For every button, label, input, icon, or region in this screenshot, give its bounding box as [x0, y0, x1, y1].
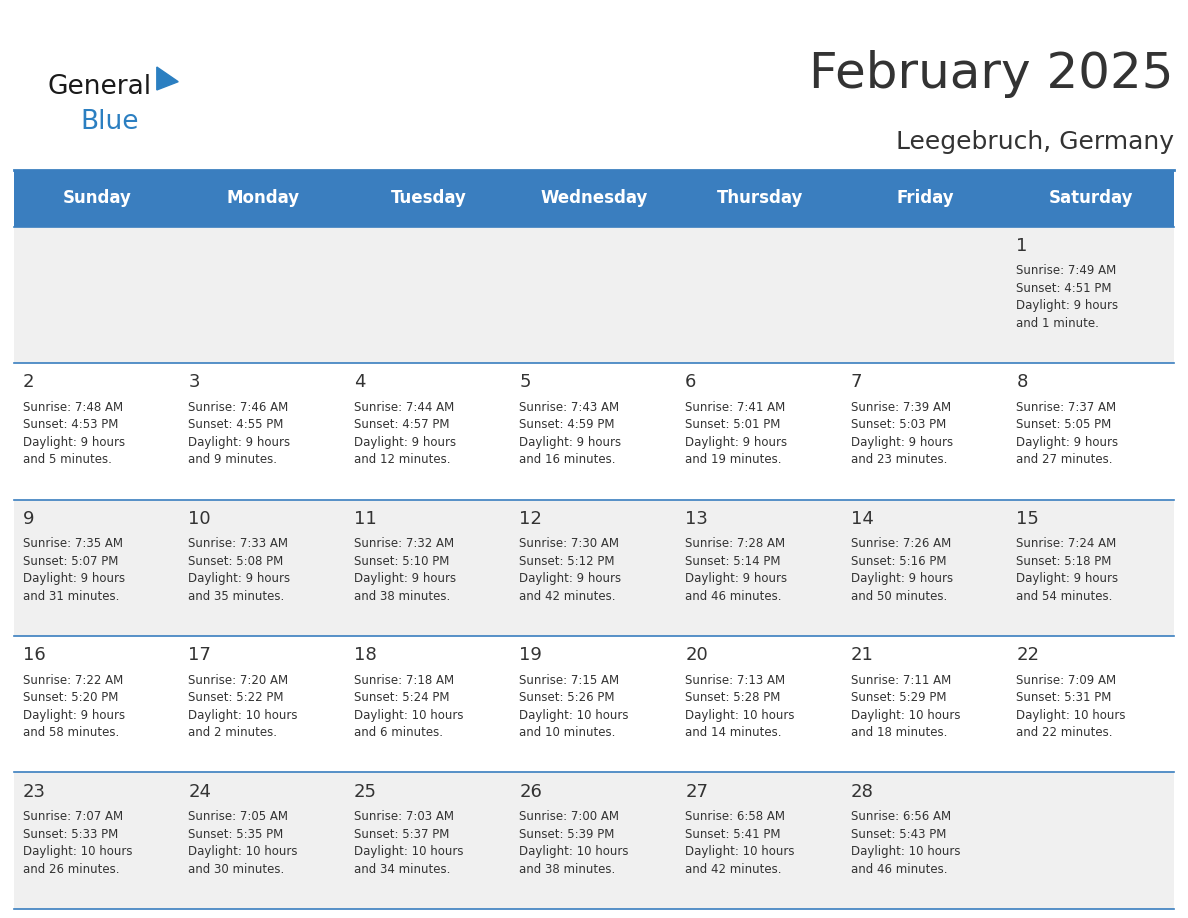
Text: 6: 6 — [685, 374, 696, 391]
Text: 5: 5 — [519, 374, 531, 391]
Text: Blue: Blue — [81, 109, 139, 135]
Text: 24: 24 — [188, 782, 211, 800]
Text: 26: 26 — [519, 782, 543, 800]
Text: Sunrise: 7:22 AM
Sunset: 5:20 PM
Daylight: 9 hours
and 58 minutes.: Sunrise: 7:22 AM Sunset: 5:20 PM Dayligh… — [23, 674, 125, 739]
Text: 8: 8 — [1017, 374, 1028, 391]
Text: Sunrise: 7:28 AM
Sunset: 5:14 PM
Daylight: 9 hours
and 46 minutes.: Sunrise: 7:28 AM Sunset: 5:14 PM Dayligh… — [685, 537, 788, 603]
Text: Sunday: Sunday — [63, 189, 132, 207]
Text: 9: 9 — [23, 509, 34, 528]
Text: Sunrise: 7:20 AM
Sunset: 5:22 PM
Daylight: 10 hours
and 2 minutes.: Sunrise: 7:20 AM Sunset: 5:22 PM Dayligh… — [188, 674, 298, 739]
Text: 15: 15 — [1017, 509, 1040, 528]
Text: Tuesday: Tuesday — [391, 189, 467, 207]
Text: Sunrise: 7:26 AM
Sunset: 5:16 PM
Daylight: 9 hours
and 50 minutes.: Sunrise: 7:26 AM Sunset: 5:16 PM Dayligh… — [851, 537, 953, 603]
Text: Sunrise: 7:44 AM
Sunset: 4:57 PM
Daylight: 9 hours
and 12 minutes.: Sunrise: 7:44 AM Sunset: 4:57 PM Dayligh… — [354, 401, 456, 466]
Text: Leegebruch, Germany: Leegebruch, Germany — [896, 130, 1174, 154]
Bar — [14, 170, 1174, 227]
Text: 22: 22 — [1017, 646, 1040, 664]
Bar — [14, 499, 1174, 636]
Text: Sunrise: 7:32 AM
Sunset: 5:10 PM
Daylight: 9 hours
and 38 minutes.: Sunrise: 7:32 AM Sunset: 5:10 PM Dayligh… — [354, 537, 456, 603]
Text: Sunrise: 7:43 AM
Sunset: 4:59 PM
Daylight: 9 hours
and 16 minutes.: Sunrise: 7:43 AM Sunset: 4:59 PM Dayligh… — [519, 401, 621, 466]
Text: Thursday: Thursday — [716, 189, 803, 207]
Text: February 2025: February 2025 — [809, 50, 1174, 98]
Text: Sunrise: 7:15 AM
Sunset: 5:26 PM
Daylight: 10 hours
and 10 minutes.: Sunrise: 7:15 AM Sunset: 5:26 PM Dayligh… — [519, 674, 628, 739]
Text: 28: 28 — [851, 782, 873, 800]
Text: 25: 25 — [354, 782, 377, 800]
Text: Sunrise: 7:37 AM
Sunset: 5:05 PM
Daylight: 9 hours
and 27 minutes.: Sunrise: 7:37 AM Sunset: 5:05 PM Dayligh… — [1017, 401, 1119, 466]
Bar — [14, 772, 1174, 909]
Text: Sunrise: 7:00 AM
Sunset: 5:39 PM
Daylight: 10 hours
and 38 minutes.: Sunrise: 7:00 AM Sunset: 5:39 PM Dayligh… — [519, 810, 628, 876]
Text: 16: 16 — [23, 646, 45, 664]
Bar — [14, 227, 1174, 364]
Text: Wednesday: Wednesday — [541, 189, 647, 207]
Text: Sunrise: 7:09 AM
Sunset: 5:31 PM
Daylight: 10 hours
and 22 minutes.: Sunrise: 7:09 AM Sunset: 5:31 PM Dayligh… — [1017, 674, 1126, 739]
Text: 27: 27 — [685, 782, 708, 800]
Text: Sunrise: 7:03 AM
Sunset: 5:37 PM
Daylight: 10 hours
and 34 minutes.: Sunrise: 7:03 AM Sunset: 5:37 PM Dayligh… — [354, 810, 463, 876]
Text: 20: 20 — [685, 646, 708, 664]
Text: 12: 12 — [519, 509, 543, 528]
Bar — [14, 364, 1174, 499]
Text: Monday: Monday — [226, 189, 299, 207]
Text: Sunrise: 7:11 AM
Sunset: 5:29 PM
Daylight: 10 hours
and 18 minutes.: Sunrise: 7:11 AM Sunset: 5:29 PM Dayligh… — [851, 674, 960, 739]
Text: Sunrise: 7:46 AM
Sunset: 4:55 PM
Daylight: 9 hours
and 9 minutes.: Sunrise: 7:46 AM Sunset: 4:55 PM Dayligh… — [188, 401, 290, 466]
Text: 23: 23 — [23, 782, 45, 800]
Text: 17: 17 — [188, 646, 211, 664]
Text: Sunrise: 7:24 AM
Sunset: 5:18 PM
Daylight: 9 hours
and 54 minutes.: Sunrise: 7:24 AM Sunset: 5:18 PM Dayligh… — [1017, 537, 1119, 603]
Text: Sunrise: 7:49 AM
Sunset: 4:51 PM
Daylight: 9 hours
and 1 minute.: Sunrise: 7:49 AM Sunset: 4:51 PM Dayligh… — [1017, 264, 1119, 330]
Text: Sunrise: 7:33 AM
Sunset: 5:08 PM
Daylight: 9 hours
and 35 minutes.: Sunrise: 7:33 AM Sunset: 5:08 PM Dayligh… — [188, 537, 290, 603]
Text: Sunrise: 7:18 AM
Sunset: 5:24 PM
Daylight: 10 hours
and 6 minutes.: Sunrise: 7:18 AM Sunset: 5:24 PM Dayligh… — [354, 674, 463, 739]
Text: Sunrise: 7:05 AM
Sunset: 5:35 PM
Daylight: 10 hours
and 30 minutes.: Sunrise: 7:05 AM Sunset: 5:35 PM Dayligh… — [188, 810, 298, 876]
Bar — [14, 636, 1174, 772]
Text: 4: 4 — [354, 374, 366, 391]
Text: Sunrise: 7:13 AM
Sunset: 5:28 PM
Daylight: 10 hours
and 14 minutes.: Sunrise: 7:13 AM Sunset: 5:28 PM Dayligh… — [685, 674, 795, 739]
Text: 13: 13 — [685, 509, 708, 528]
Text: Sunrise: 6:56 AM
Sunset: 5:43 PM
Daylight: 10 hours
and 46 minutes.: Sunrise: 6:56 AM Sunset: 5:43 PM Dayligh… — [851, 810, 960, 876]
Text: 19: 19 — [519, 646, 543, 664]
Text: Sunrise: 6:58 AM
Sunset: 5:41 PM
Daylight: 10 hours
and 42 minutes.: Sunrise: 6:58 AM Sunset: 5:41 PM Dayligh… — [685, 810, 795, 876]
Text: Sunrise: 7:39 AM
Sunset: 5:03 PM
Daylight: 9 hours
and 23 minutes.: Sunrise: 7:39 AM Sunset: 5:03 PM Dayligh… — [851, 401, 953, 466]
Text: Sunrise: 7:30 AM
Sunset: 5:12 PM
Daylight: 9 hours
and 42 minutes.: Sunrise: 7:30 AM Sunset: 5:12 PM Dayligh… — [519, 537, 621, 603]
Text: Sunrise: 7:35 AM
Sunset: 5:07 PM
Daylight: 9 hours
and 31 minutes.: Sunrise: 7:35 AM Sunset: 5:07 PM Dayligh… — [23, 537, 125, 603]
Text: 10: 10 — [188, 509, 210, 528]
Text: 1: 1 — [1017, 237, 1028, 255]
Text: Sunrise: 7:41 AM
Sunset: 5:01 PM
Daylight: 9 hours
and 19 minutes.: Sunrise: 7:41 AM Sunset: 5:01 PM Dayligh… — [685, 401, 788, 466]
Text: Saturday: Saturday — [1049, 189, 1133, 207]
Text: 7: 7 — [851, 374, 862, 391]
Text: 21: 21 — [851, 646, 873, 664]
Polygon shape — [157, 67, 178, 90]
Text: 3: 3 — [188, 374, 200, 391]
Text: General: General — [48, 74, 152, 100]
Text: Sunrise: 7:07 AM
Sunset: 5:33 PM
Daylight: 10 hours
and 26 minutes.: Sunrise: 7:07 AM Sunset: 5:33 PM Dayligh… — [23, 810, 132, 876]
Text: Friday: Friday — [897, 189, 954, 207]
Text: 11: 11 — [354, 509, 377, 528]
Text: 14: 14 — [851, 509, 873, 528]
Text: 18: 18 — [354, 646, 377, 664]
Text: Sunrise: 7:48 AM
Sunset: 4:53 PM
Daylight: 9 hours
and 5 minutes.: Sunrise: 7:48 AM Sunset: 4:53 PM Dayligh… — [23, 401, 125, 466]
Text: 2: 2 — [23, 374, 34, 391]
